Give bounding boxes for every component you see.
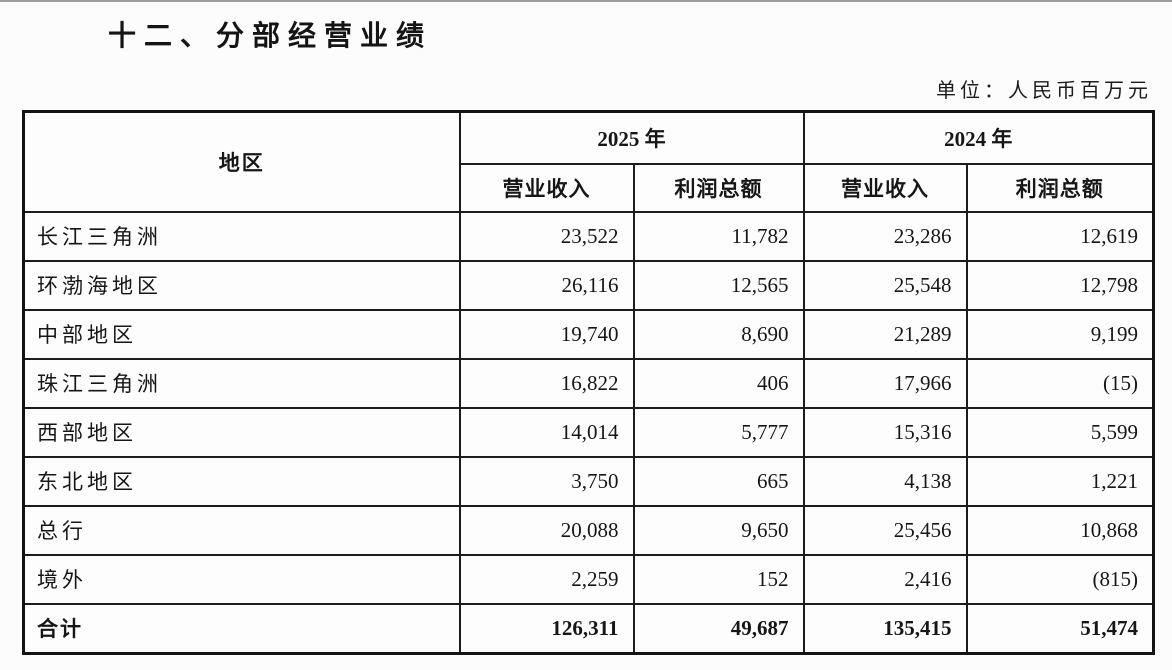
- value-cell: 1,221: [965, 455, 1155, 507]
- top-edge-divider: [0, 0, 1172, 2]
- value-cell: 152: [632, 553, 805, 605]
- region-label: 长江三角洲: [22, 210, 461, 262]
- region-label: 珠江三角洲: [22, 357, 461, 409]
- region-label: 中部地区: [22, 308, 461, 360]
- value-cell: 25,548: [802, 259, 968, 311]
- table-row: 境外 2,259 152 2,416 (815): [22, 553, 1155, 605]
- value-cell: 20,088: [458, 504, 635, 556]
- table-header-row-metrics: 营业收入 利润总额 营业收入 利润总额: [24, 162, 1155, 213]
- column-group-2025: 2025 年: [458, 110, 805, 165]
- value-cell: 665: [632, 455, 805, 507]
- value-cell: 26,116: [458, 259, 635, 311]
- value-cell: 23,522: [458, 210, 635, 262]
- table-row: 环渤海地区 26,116 12,565 25,548 12,798: [22, 259, 1155, 311]
- value-cell: 5,777: [632, 406, 805, 458]
- value-cell: 12,619: [965, 210, 1155, 262]
- total-value-cell: 126,311: [458, 602, 635, 655]
- value-cell: 9,199: [965, 308, 1155, 360]
- value-cell: 8,690: [632, 308, 805, 360]
- value-cell: 3,750: [458, 455, 635, 507]
- column-header-profit-2025: 利润总额: [632, 162, 805, 213]
- total-value-cell: 49,687: [632, 602, 805, 655]
- value-cell: 16,822: [458, 357, 635, 409]
- total-value-cell: 51,474: [965, 602, 1155, 655]
- value-cell: (15): [965, 357, 1155, 409]
- unit-note: 单位：人民币百万元: [936, 80, 1152, 102]
- region-label: 东北地区: [22, 455, 461, 507]
- table-row: 中部地区 19,740 8,690 21,289 9,199: [22, 308, 1155, 360]
- total-label: 合计: [22, 602, 461, 655]
- value-cell: 14,014: [458, 406, 635, 458]
- table-row: 长江三角洲 23,522 11,782 23,286 12,619: [22, 210, 1155, 262]
- value-cell: 12,565: [632, 259, 805, 311]
- table-row: 珠江三角洲 16,822 406 17,966 (15): [22, 357, 1155, 409]
- value-cell: 17,966: [802, 357, 968, 409]
- column-header-revenue-2025: 营业收入: [458, 162, 635, 213]
- value-cell: 12,798: [965, 259, 1155, 311]
- value-cell: 21,289: [802, 308, 968, 360]
- table-row: 总行 20,088 9,650 25,456 10,868: [22, 504, 1155, 556]
- region-label: 西部地区: [22, 406, 461, 458]
- value-cell: 11,782: [632, 210, 805, 262]
- value-cell: 5,599: [965, 406, 1155, 458]
- region-label: 总行: [22, 504, 461, 556]
- segment-performance-table: 地区 2025 年 2024 年 营业收入 利润总额 营业收入 利润总额 长江三…: [22, 110, 1155, 655]
- value-cell: 406: [632, 357, 805, 409]
- table-header-row-years: 地区 2025 年 2024 年: [22, 110, 1155, 213]
- value-cell: (815): [965, 553, 1155, 605]
- value-cell: 2,259: [458, 553, 635, 605]
- value-cell: 4,138: [802, 455, 968, 507]
- column-header-region: 地区: [22, 110, 461, 213]
- column-group-2024: 2024 年: [802, 110, 1155, 165]
- value-cell: 23,286: [802, 210, 968, 262]
- table-total-row: 合计 126,311 49,687 135,415 51,474: [22, 602, 1155, 655]
- value-cell: 19,740: [458, 308, 635, 360]
- section-title: 十二、分部经营业绩: [108, 21, 433, 52]
- value-cell: 25,456: [802, 504, 968, 556]
- value-cell: 10,868: [965, 504, 1155, 556]
- value-cell: 9,650: [632, 504, 805, 556]
- value-cell: 2,416: [802, 553, 968, 605]
- region-label: 境外: [22, 553, 461, 605]
- region-label: 环渤海地区: [22, 259, 461, 311]
- table-row: 西部地区 14,014 5,777 15,316 5,599: [22, 406, 1155, 458]
- value-cell: 15,316: [802, 406, 968, 458]
- column-header-profit-2024: 利润总额: [965, 162, 1155, 213]
- table-row: 东北地区 3,750 665 4,138 1,221: [22, 455, 1155, 507]
- total-value-cell: 135,415: [802, 602, 968, 655]
- column-header-revenue-2024: 营业收入: [802, 162, 968, 213]
